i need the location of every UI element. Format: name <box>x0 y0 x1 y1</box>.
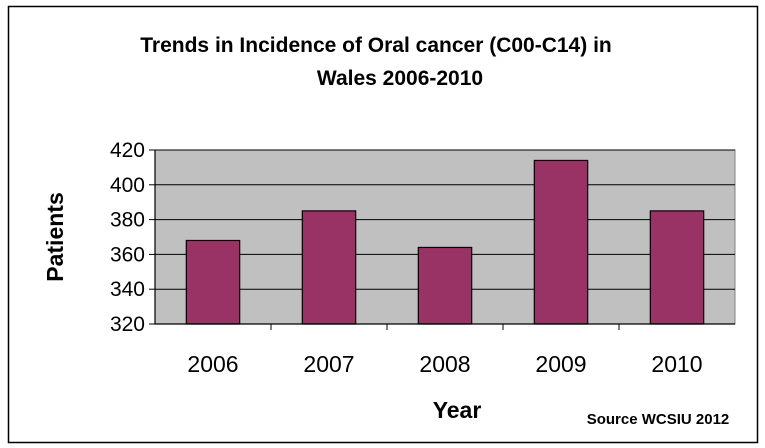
y-tick-label: 320 <box>110 313 145 336</box>
y-tick-label: 380 <box>110 209 145 232</box>
x-tick-labels: 2006 2007 2008 2009 2010 <box>187 351 702 377</box>
y-tick-labels: 320 340 360 380 400 420 <box>110 139 145 336</box>
y-axis-label: Patients <box>42 192 68 281</box>
chart-title-line-2: Wales 2006-2010 <box>317 67 483 90</box>
bar-2010 <box>649 210 705 325</box>
x-tick-label: 2010 <box>651 351 702 377</box>
bars <box>185 159 705 325</box>
y-tick-label: 400 <box>110 174 145 197</box>
x-axis-label: Year <box>433 397 482 423</box>
y-tick-label: 340 <box>110 278 145 301</box>
y-tick-label: 360 <box>110 243 145 266</box>
axes <box>149 149 735 330</box>
bar-2009 <box>533 159 589 325</box>
x-tick-label: 2009 <box>535 351 586 377</box>
x-tick-label: 2006 <box>187 351 238 377</box>
x-tick-label: 2008 <box>419 351 470 377</box>
y-tick-label: 420 <box>110 139 145 162</box>
source-note: Source WCSIU 2012 <box>587 411 730 428</box>
x-tick-label: 2007 <box>303 351 354 377</box>
bar-2008 <box>417 246 473 325</box>
bar-2006 <box>185 239 241 325</box>
bar-2007 <box>301 210 357 325</box>
chart-title-line-1: Trends in Incidence of Oral cancer (C00-… <box>140 34 611 57</box>
